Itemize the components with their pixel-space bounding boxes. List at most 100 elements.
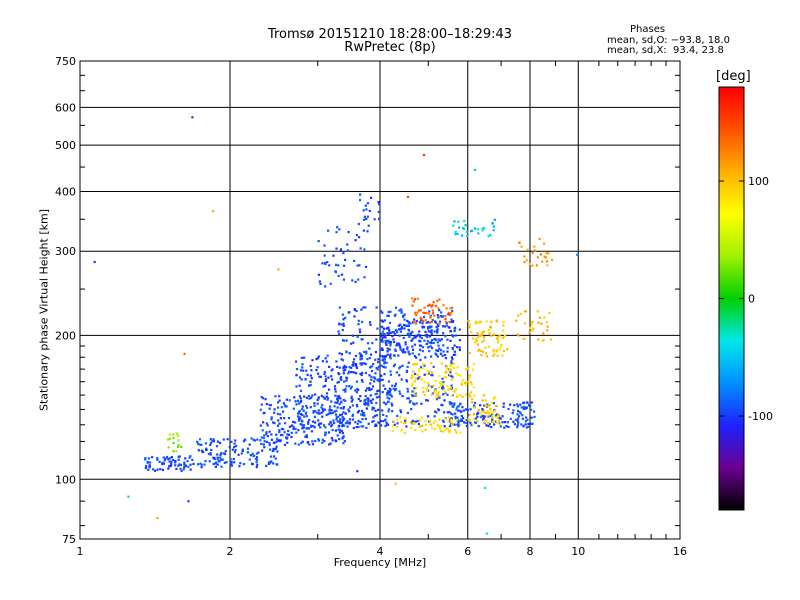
data-point <box>311 394 314 397</box>
data-point <box>533 249 536 252</box>
data-point <box>393 333 397 336</box>
data-point <box>389 353 392 356</box>
data-point <box>324 431 327 434</box>
data-point <box>412 363 415 366</box>
data-point <box>189 455 192 458</box>
data-point <box>272 462 275 465</box>
data-point <box>370 196 373 199</box>
data-point <box>428 303 431 306</box>
data-point <box>352 426 355 430</box>
data-point <box>389 370 392 373</box>
data-point <box>374 393 377 396</box>
data-point <box>473 394 476 398</box>
data-point <box>371 408 374 411</box>
data-point <box>459 431 462 434</box>
data-point <box>459 403 462 406</box>
data-point <box>159 468 162 471</box>
data-point <box>324 285 327 288</box>
data-point <box>381 359 384 362</box>
data-point <box>384 339 387 342</box>
data-point <box>355 380 358 383</box>
data-point <box>351 334 355 337</box>
data-point <box>546 329 549 332</box>
data-point <box>427 312 430 315</box>
data-point <box>434 389 437 392</box>
data-point <box>484 486 487 489</box>
data-point <box>363 350 366 354</box>
data-point <box>454 353 457 356</box>
data-point <box>306 373 309 376</box>
data-point <box>454 429 457 432</box>
data-point <box>308 443 311 446</box>
data-point <box>343 364 346 367</box>
data-point <box>513 423 516 426</box>
data-point <box>469 391 473 394</box>
data-point <box>353 315 356 318</box>
data-point <box>338 395 341 398</box>
data-point <box>368 374 371 377</box>
data-point <box>324 379 327 382</box>
data-point <box>379 348 382 351</box>
data-point <box>398 328 401 331</box>
data-point <box>380 364 383 367</box>
data-point <box>220 465 223 468</box>
data-point <box>337 396 340 399</box>
data-point <box>437 307 440 310</box>
data-point <box>457 373 460 376</box>
data-point <box>533 410 536 413</box>
data-point <box>441 419 445 422</box>
data-point <box>348 352 351 355</box>
data-point <box>477 232 480 235</box>
data-point <box>453 329 456 333</box>
data-point <box>316 366 319 369</box>
data-point <box>392 365 395 368</box>
data-point <box>381 340 384 343</box>
data-point <box>404 341 407 344</box>
data-point <box>381 330 384 333</box>
data-point <box>458 348 461 352</box>
data-point <box>342 252 345 255</box>
data-point <box>299 369 302 372</box>
data-point <box>179 467 182 470</box>
data-point <box>405 425 408 428</box>
data-point <box>440 311 443 314</box>
data-point <box>391 384 394 387</box>
data-point <box>471 397 474 401</box>
data-point <box>215 461 218 464</box>
data-point <box>427 326 430 329</box>
data-point <box>299 423 302 426</box>
data-point <box>411 304 414 307</box>
data-point <box>423 381 426 384</box>
data-point <box>518 411 521 414</box>
data-point <box>281 410 285 413</box>
data-point <box>331 423 334 426</box>
data-point <box>427 372 430 375</box>
data-point <box>321 407 324 411</box>
data-point <box>309 406 312 409</box>
data-point <box>259 424 262 427</box>
data-point <box>246 447 250 450</box>
data-point <box>484 421 487 424</box>
data-point <box>474 322 477 325</box>
data-point <box>335 409 338 412</box>
data-point <box>408 352 411 356</box>
data-point <box>305 415 308 418</box>
data-point <box>444 428 447 431</box>
data-point <box>302 426 305 429</box>
data-point <box>444 335 447 338</box>
data-point <box>344 399 347 402</box>
data-point <box>408 335 411 338</box>
data-point <box>172 441 175 445</box>
data-point <box>364 371 367 375</box>
data-point <box>491 414 494 417</box>
data-point <box>330 409 333 412</box>
data-point <box>440 338 443 341</box>
data-point <box>449 369 452 372</box>
data-point <box>418 419 421 422</box>
data-point <box>357 222 360 226</box>
data-point <box>301 427 304 430</box>
data-point <box>389 332 392 335</box>
data-point <box>366 387 369 390</box>
data-point <box>357 425 360 429</box>
data-point <box>378 203 381 206</box>
